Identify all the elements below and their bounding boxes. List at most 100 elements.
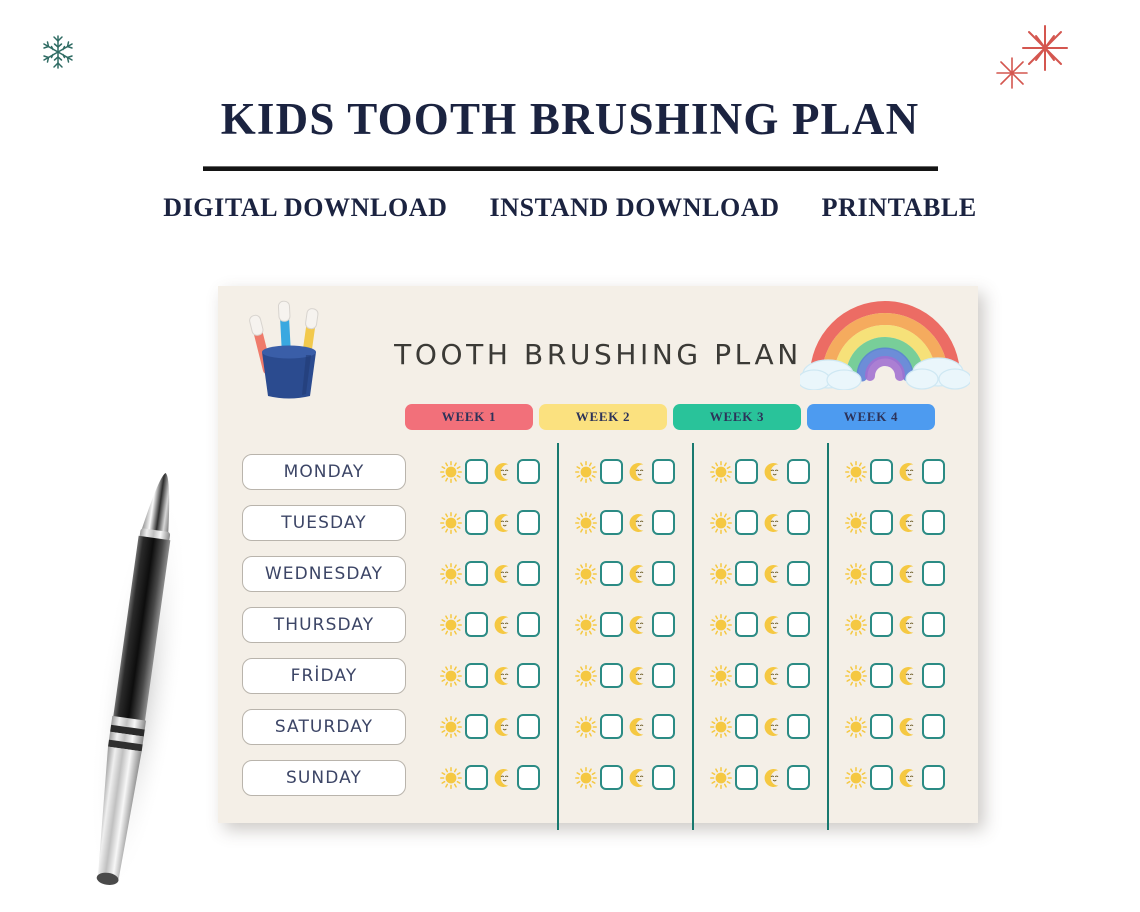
week-badge-row: WEEK 1 WEEK 2 WEEK 3 WEEK 4 [405,404,935,430]
checkbox-night[interactable] [921,510,945,535]
cell-saturday-week3 [692,714,827,739]
checkbox-night[interactable] [651,663,675,688]
checkbox-night[interactable] [786,714,810,739]
checkbox-morning[interactable] [869,510,893,535]
checkbox-night[interactable] [786,765,810,790]
day-label-fri̇day[interactable]: FRİDAY [242,657,406,694]
checkbox-morning[interactable] [599,510,623,535]
slot-morning [574,765,623,790]
checkbox-night[interactable] [516,459,540,484]
sun-icon [844,562,867,585]
slot-morning [844,663,893,688]
checkbox-morning[interactable] [734,612,758,637]
checkbox-night[interactable] [921,612,945,637]
checkbox-morning[interactable] [464,765,488,790]
checkbox-night[interactable] [516,714,540,739]
checkbox-night[interactable] [786,663,810,688]
checkbox-morning[interactable] [599,459,623,484]
checkbox-night[interactable] [516,765,540,790]
checkbox-night[interactable] [651,510,675,535]
slot-morning [439,459,488,484]
cell-sunday-week2 [557,765,692,790]
week-badge-4[interactable]: WEEK 4 [807,404,935,430]
week-badge-3[interactable]: WEEK 3 [673,404,801,430]
checkbox-morning[interactable] [599,561,623,586]
checkbox-night[interactable] [651,612,675,637]
week-badge-2-label: WEEK 2 [575,409,631,424]
week-badge-2[interactable]: WEEK 2 [539,404,667,430]
checkbox-night[interactable] [786,612,810,637]
checkbox-night[interactable] [651,459,675,484]
checkbox-morning[interactable] [869,765,893,790]
checkbox-morning[interactable] [464,714,488,739]
checkbox-morning[interactable] [734,459,758,484]
checkbox-morning[interactable] [464,459,488,484]
checkbox-morning[interactable] [599,663,623,688]
slot-night [897,561,945,586]
checkbox-night[interactable] [651,561,675,586]
checkbox-morning[interactable] [734,663,758,688]
sun-icon [709,511,732,534]
checkbox-morning[interactable] [464,663,488,688]
checkbox-night[interactable] [651,714,675,739]
slot-morning [844,714,893,739]
checkbox-morning[interactable] [869,663,893,688]
table-row: SUNDAY [218,752,978,803]
checkbox-night[interactable] [516,612,540,637]
checkbox-morning[interactable] [464,510,488,535]
checkbox-morning[interactable] [869,561,893,586]
slot-morning [844,459,893,484]
checkbox-night[interactable] [921,459,945,484]
day-label-sunday[interactable]: SUNDAY [242,759,406,796]
checkbox-morning[interactable] [734,510,758,535]
checkbox-morning[interactable] [734,765,758,790]
checkbox-night[interactable] [651,765,675,790]
tag-printable: PRINTABLE [821,192,977,222]
checkbox-morning[interactable] [869,612,893,637]
slot-morning [574,714,623,739]
sun-icon [709,766,732,789]
checkbox-night[interactable] [786,561,810,586]
checkbox-night[interactable] [516,510,540,535]
checkbox-night[interactable] [921,663,945,688]
checkbox-morning[interactable] [464,561,488,586]
sun-icon [844,511,867,534]
day-label-tuesday[interactable]: TUESDAY [242,504,406,541]
day-label-wednesday[interactable]: WEDNESDAY [242,555,406,592]
sun-icon [709,715,732,738]
checkbox-night[interactable] [516,663,540,688]
moon-icon [764,717,778,736]
checkbox-morning[interactable] [599,714,623,739]
checkbox-morning[interactable] [869,714,893,739]
sun-icon [844,460,867,483]
sun-icon [439,664,462,687]
slot-morning [709,765,758,790]
checkbox-night[interactable] [786,510,810,535]
checkbox-night[interactable] [921,765,945,790]
day-label-thursday[interactable]: THURSDAY [242,606,406,643]
checkbox-morning[interactable] [599,612,623,637]
week-badge-1[interactable]: WEEK 1 [405,404,533,430]
rainbow-clouds-icon [800,301,970,390]
checkbox-night[interactable] [516,561,540,586]
slot-night [492,561,540,586]
slot-night [897,612,945,637]
sparkle-star-icon [996,25,1068,89]
checkbox-night[interactable] [921,561,945,586]
checkbox-night[interactable] [786,459,810,484]
day-label-saturday[interactable]: SATURDAY [242,708,406,745]
slot-morning [574,612,623,637]
slot-night [627,663,675,688]
checkbox-night[interactable] [921,714,945,739]
slot-night [897,510,945,535]
checkbox-morning[interactable] [869,459,893,484]
checkbox-morning[interactable] [734,714,758,739]
checkbox-morning[interactable] [599,765,623,790]
checkbox-morning[interactable] [464,612,488,637]
checkbox-morning[interactable] [734,561,758,586]
moon-icon [494,717,508,736]
day-label-monday[interactable]: MONDAY [242,453,406,490]
moon-icon [629,717,643,736]
week-badge-4-label: WEEK 4 [843,409,899,424]
slot-night [492,765,540,790]
